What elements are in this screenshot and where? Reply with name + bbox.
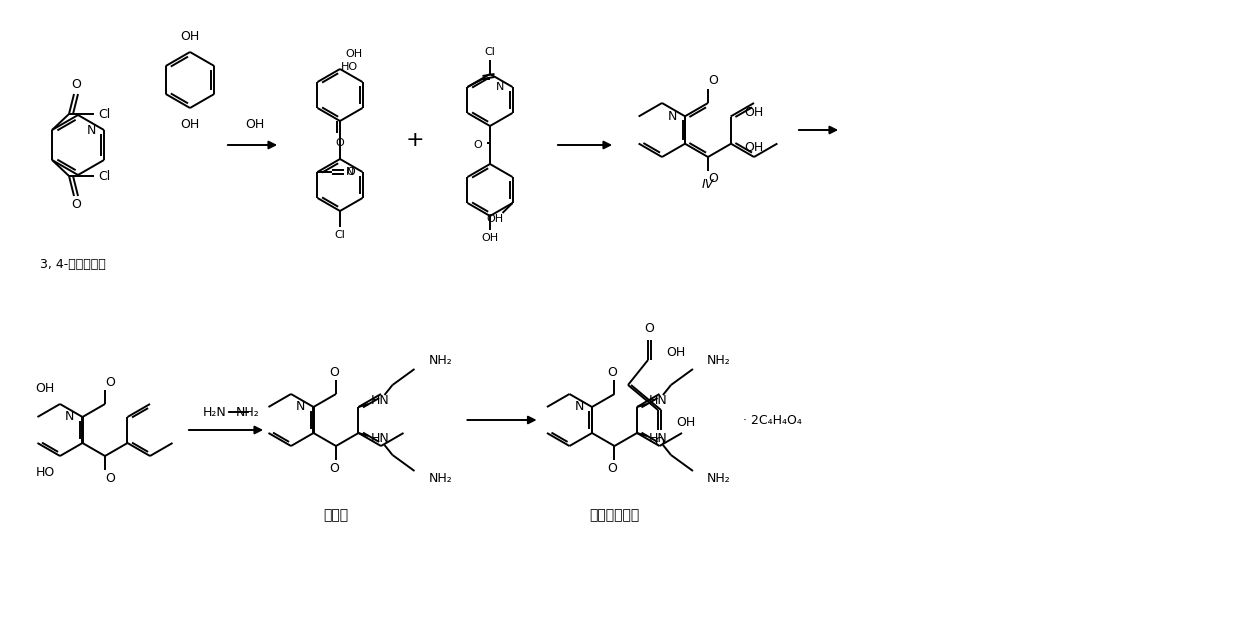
Text: O: O xyxy=(71,199,81,211)
Text: OH: OH xyxy=(744,141,764,154)
Text: N: N xyxy=(87,124,95,136)
Text: Cl: Cl xyxy=(98,169,110,182)
Text: N: N xyxy=(496,82,505,92)
Text: OH: OH xyxy=(481,233,498,243)
Text: O: O xyxy=(71,79,81,91)
Text: H₂N: H₂N xyxy=(202,406,226,419)
Text: HN: HN xyxy=(649,394,667,408)
Text: 马来酸匹杉琼: 马来酸匹杉琼 xyxy=(589,508,640,522)
Text: O: O xyxy=(608,461,618,474)
Text: O: O xyxy=(708,74,718,88)
Text: Cl: Cl xyxy=(98,107,110,121)
Text: OH: OH xyxy=(486,214,503,224)
Text: O: O xyxy=(105,376,115,389)
Text: N: N xyxy=(574,401,584,414)
Text: OH: OH xyxy=(744,106,764,119)
Text: OH: OH xyxy=(180,118,200,131)
Text: O: O xyxy=(105,471,115,484)
Text: O: O xyxy=(708,173,718,186)
Text: OH: OH xyxy=(345,49,362,59)
Text: HO: HO xyxy=(341,62,357,72)
Text: 匹杉琼: 匹杉琼 xyxy=(324,508,348,522)
Text: O: O xyxy=(336,138,345,148)
Text: O: O xyxy=(329,366,339,379)
Text: Cl: Cl xyxy=(335,230,346,240)
Text: O: O xyxy=(346,167,355,177)
Text: HO: HO xyxy=(36,466,55,479)
Text: N: N xyxy=(296,401,305,414)
Text: HN: HN xyxy=(371,432,389,446)
Text: Cl: Cl xyxy=(485,47,496,57)
Text: OH: OH xyxy=(36,381,55,394)
Text: N: N xyxy=(668,110,677,123)
Text: OH: OH xyxy=(676,416,696,429)
Text: N: N xyxy=(346,167,355,177)
Text: NH₂: NH₂ xyxy=(429,354,453,367)
Text: +: + xyxy=(405,130,424,150)
Text: IV: IV xyxy=(702,179,714,191)
Text: O: O xyxy=(329,461,339,474)
Text: O: O xyxy=(653,436,663,449)
Text: NH₂: NH₂ xyxy=(236,406,259,419)
Text: OH: OH xyxy=(180,29,200,42)
Text: NH₂: NH₂ xyxy=(707,354,730,367)
Text: O: O xyxy=(644,321,653,334)
Text: OH: OH xyxy=(246,119,264,131)
Text: OH: OH xyxy=(666,346,686,359)
Text: HN: HN xyxy=(649,432,667,446)
Text: N: N xyxy=(66,411,74,424)
Text: · 2C₄H₄O₄: · 2C₄H₄O₄ xyxy=(743,414,802,426)
Text: NH₂: NH₂ xyxy=(707,472,730,486)
Text: NH₂: NH₂ xyxy=(429,472,453,486)
Text: O: O xyxy=(608,366,618,379)
Text: 3, 4-吡啶二酰氯: 3, 4-吡啶二酰氯 xyxy=(40,259,105,271)
Text: O: O xyxy=(474,140,482,150)
Text: HN: HN xyxy=(371,394,389,408)
